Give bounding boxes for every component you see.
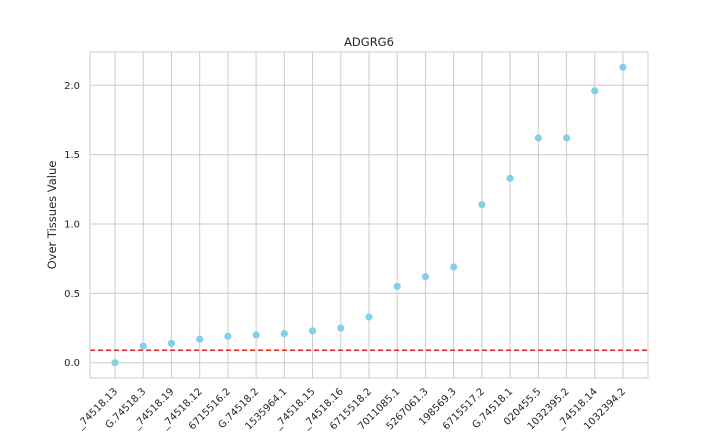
data-point (506, 174, 514, 182)
y-tick-label: 0.0 (64, 358, 80, 369)
data-point (337, 324, 345, 332)
data-point (591, 87, 599, 95)
data-point (393, 282, 401, 291)
data-point (619, 63, 627, 71)
data-point (365, 313, 373, 321)
data-point (308, 327, 317, 335)
y-tick-label: 1.5 (64, 150, 80, 161)
data-point (224, 332, 232, 340)
plot-frame (89, 51, 649, 379)
data-point (534, 134, 542, 142)
data-points (111, 63, 627, 367)
y-tick-label: 1.0 (64, 220, 80, 231)
data-point (252, 331, 260, 339)
y-tick-label: 2.0 (64, 81, 80, 92)
data-point (421, 273, 430, 281)
data-point (478, 200, 486, 209)
x-axis-ticks: _74518.13G.74518.3_74518.19_74518.126715… (74, 386, 628, 432)
data-point (562, 134, 571, 142)
grid-lines (90, 52, 648, 378)
data-point (196, 335, 204, 343)
data-point (111, 359, 119, 367)
y-axis-ticks: 0.0 0.5 1.0 1.5 2.0 (64, 81, 80, 369)
data-point (280, 330, 288, 338)
chart-title: ADGRG6 (344, 35, 394, 49)
y-tick-label: 0.5 (64, 289, 80, 300)
y-axis-label: Over Tissues Value (45, 161, 59, 270)
data-point (139, 342, 147, 350)
data-point (450, 263, 458, 271)
data-point (167, 339, 176, 347)
